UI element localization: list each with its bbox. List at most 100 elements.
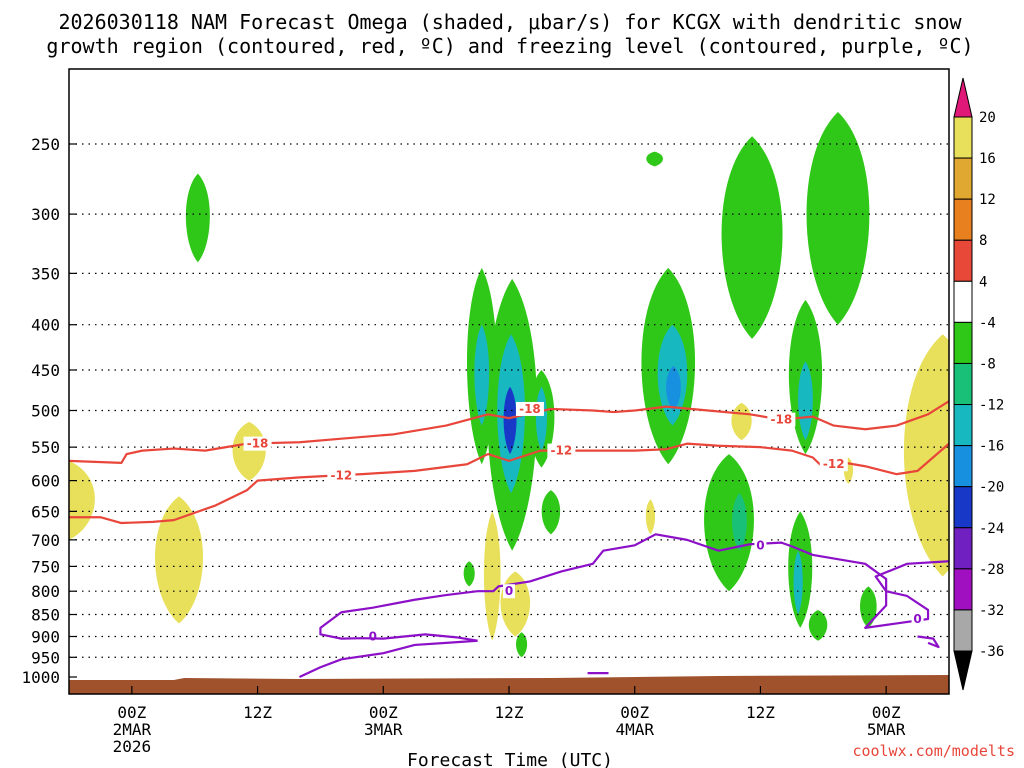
omega-region-30 (793, 550, 803, 615)
omega-region-14 (645, 499, 656, 535)
colorbar-label-3: 8 (979, 233, 987, 249)
y-tick-label-700: 700 (31, 531, 60, 550)
omega-region-7 (463, 561, 475, 587)
contour-label-1-0: -12 (331, 468, 353, 482)
colorbar-label-5: -4 (979, 315, 996, 331)
colorbar-segment-12 (953, 609, 973, 652)
y-tick-label-800: 800 (31, 582, 60, 601)
contour-label-bg-1-2 (819, 457, 848, 472)
contour-line-5 (917, 635, 940, 649)
x-tick-label-3-0: 12Z (495, 703, 524, 722)
colorbar-label-8: -16 (979, 439, 1004, 455)
omega-shading-layer (69, 111, 949, 658)
colorbar-segment-11 (953, 568, 973, 611)
chart-title-line-1: 2026030118 NAM Forecast Omega (shaded, μ… (58, 10, 962, 34)
colorbar-label-6: -8 (979, 356, 996, 372)
contour-label-bg-1-1 (547, 443, 576, 458)
y-tick-label-900: 900 (31, 627, 60, 646)
omega-region-20 (808, 609, 828, 641)
contour-label-bg-2-0 (366, 629, 379, 644)
colorbar-label-2: 12 (979, 192, 996, 208)
contour-label-bg-0-2 (767, 412, 796, 427)
y-tick-label-300: 300 (31, 205, 60, 224)
x-tick-label-0-2: 2026 (113, 737, 152, 756)
contour-label-bg-0-0 (243, 436, 272, 451)
colorbar-label-11: -28 (979, 562, 1004, 578)
y-tick-label-500: 500 (31, 402, 60, 421)
contour-line-3 (319, 533, 949, 642)
colorbar-label-13: -36 (979, 644, 1004, 660)
omega-region-15 (704, 454, 754, 592)
colorbar-segment-4 (953, 280, 973, 323)
colorbar-label-12: -32 (979, 603, 1004, 619)
ground-layer (69, 675, 949, 694)
colorbar-top-arrow (953, 77, 973, 118)
colorbar-segment-8 (953, 445, 973, 488)
colorbar-label-10: -24 (979, 521, 1004, 537)
omega-region-31 (474, 324, 490, 426)
omega-region-16 (721, 136, 783, 339)
omega-region-17 (731, 402, 752, 441)
y-tick-label-400: 400 (31, 316, 60, 335)
x-axis-title: Forecast Time (UTC) (407, 750, 613, 768)
chart-title-line-2: growth region (contoured, red, ºC) and f… (46, 34, 973, 58)
contour-label-2-0: 0 (369, 629, 377, 643)
y-tick-label-550: 550 (31, 438, 60, 457)
y-tick-label-850: 850 (31, 606, 60, 625)
x-tick-label-2-0: 00Z (369, 703, 398, 722)
omega-region-24 (903, 334, 949, 577)
colorbar-label-1: 16 (979, 151, 996, 167)
contour-label-3-1: 0 (756, 538, 764, 552)
contour-label-1-2: -12 (823, 457, 845, 471)
colorbar-segment-9 (953, 486, 973, 529)
omega-region-1 (154, 496, 204, 624)
colorbar-segment-10 (953, 527, 973, 570)
x-tick-label-0-1: 2MAR (113, 720, 152, 739)
y-tick-label-950: 950 (31, 648, 60, 667)
colorbar-segment-7 (953, 404, 973, 447)
x-tick-label-2-1: 3MAR (364, 720, 403, 739)
y-tick-label-750: 750 (31, 557, 60, 576)
colorbar-label-9: -20 (979, 480, 1004, 496)
omega-region-25 (732, 493, 747, 551)
y-tick-label-350: 350 (31, 264, 60, 283)
omega-region-10 (541, 490, 561, 535)
contour-layer: -18 -18 -18 -12 -12 -12 0 0 0 0 (69, 400, 949, 678)
x-tick-label-4-1: 4MAR (615, 720, 654, 739)
x-tick-label-0-0: 00Z (117, 703, 146, 722)
contour-label-1-1: -12 (551, 444, 573, 458)
contour-label-bg-1-0 (327, 468, 356, 483)
contour-label-bg-3-0 (503, 584, 515, 599)
x-tick-label-1-0: 12Z (243, 703, 272, 722)
contour-label-0-0: -18 (247, 437, 269, 451)
y-tick-label-1000: 1000 (21, 668, 60, 687)
omega-region-21 (806, 111, 870, 325)
colorbar-segment-0 (953, 116, 973, 159)
colorbar-segment-1 (953, 157, 973, 200)
contour-label-3-2: 0 (913, 612, 921, 626)
colorbar-segment-2 (953, 198, 973, 241)
y-tick-label-600: 600 (31, 472, 60, 491)
colorbar-bottom-arrow (953, 650, 973, 691)
y-tick-label-250: 250 (31, 135, 60, 154)
omega-region-32 (666, 365, 681, 411)
contour-label-0-2: -18 (771, 413, 793, 427)
omega-region-2 (185, 173, 210, 263)
omega-region-33 (503, 386, 517, 455)
colorbar-segment-3 (953, 239, 973, 282)
colorbar-label-7: -12 (979, 398, 1004, 414)
contour-line-0 (69, 400, 949, 464)
x-tick-label-5-0: 12Z (746, 703, 775, 722)
ground-surface (69, 675, 949, 694)
y-axis: 250 300 350 400 450 500 550 600 650 700 750 800 850 9… (21, 135, 77, 687)
x-tick-label-4-0: 00Z (620, 703, 649, 722)
colorbar-label-0: 20 (979, 110, 996, 126)
colorbar-label-4: 4 (979, 274, 987, 290)
omega-region-11 (516, 632, 528, 658)
omega-region-8 (483, 511, 501, 641)
contour-label-0-1: -18 (519, 402, 541, 416)
y-tick-label-450: 450 (31, 361, 60, 380)
omega-region-23 (860, 586, 877, 628)
